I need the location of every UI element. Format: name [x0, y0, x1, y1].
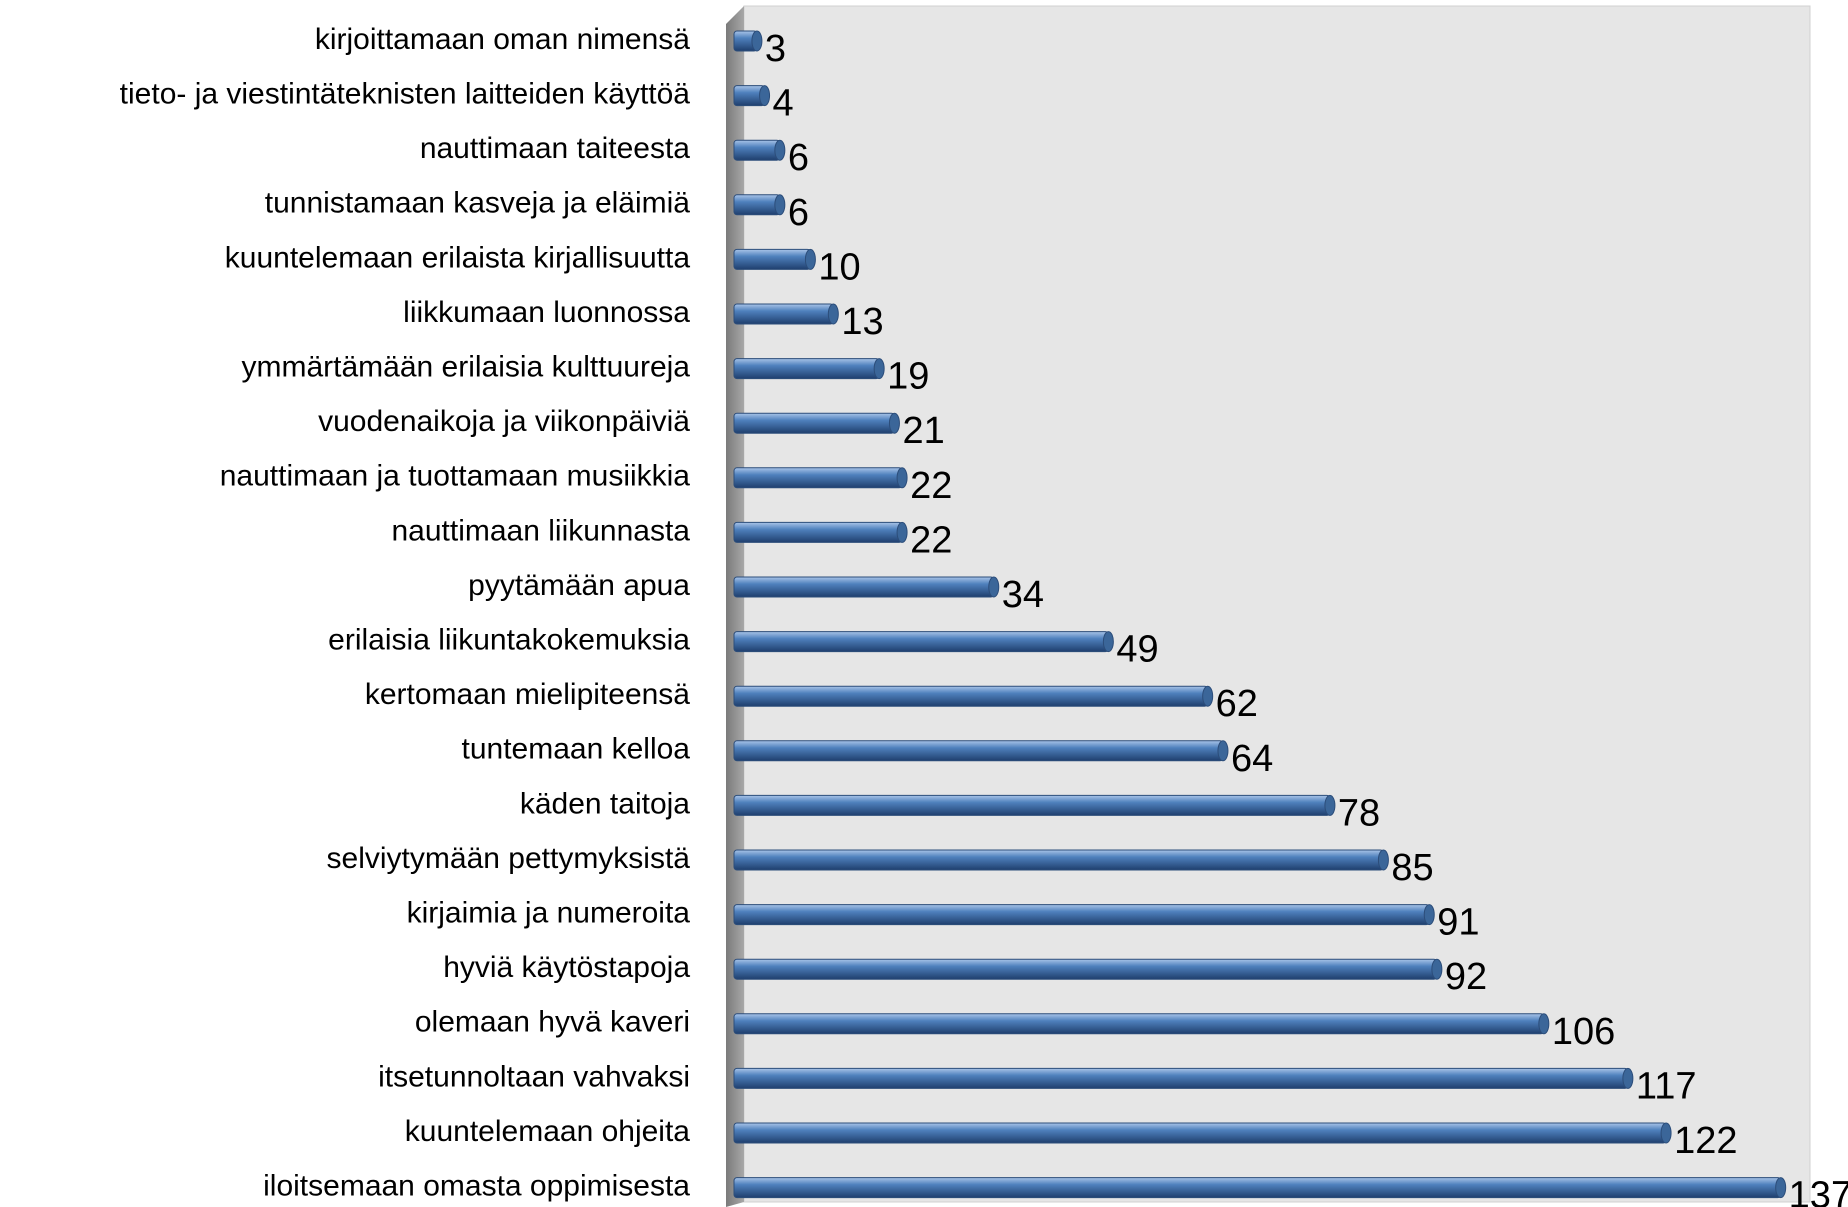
- category-label: hyviä käytöstapoja: [443, 951, 690, 984]
- bar-cap: [1324, 794, 1336, 816]
- category-label: kirjoittamaan oman nimensä: [315, 23, 690, 56]
- bar: [733, 576, 995, 598]
- bar: [733, 740, 1224, 762]
- value-label: 6: [788, 137, 809, 179]
- value-label: 85: [1391, 847, 1433, 889]
- value-label: 10: [818, 246, 860, 288]
- bar: [733, 139, 781, 161]
- category-label: nauttimaan taiteesta: [420, 132, 690, 165]
- bar: [733, 904, 1430, 926]
- bar: [733, 248, 811, 270]
- bar-cap: [873, 358, 885, 380]
- bar-cap: [774, 194, 786, 216]
- value-label: 6: [788, 192, 809, 234]
- bar: [733, 1122, 1667, 1144]
- category-label: tuntemaan kelloa: [462, 733, 691, 766]
- category-label: itsetunnoltaan vahvaksi: [378, 1060, 690, 1093]
- value-label: 21: [902, 410, 944, 452]
- bar: [733, 631, 1109, 653]
- bar-cap: [1202, 685, 1214, 707]
- bar-cap: [896, 521, 908, 543]
- category-label: tieto- ja viestintäteknisten laitteiden …: [120, 78, 691, 111]
- bar: [733, 521, 903, 543]
- bar: [733, 467, 903, 489]
- value-label: 62: [1216, 683, 1258, 725]
- category-label: liikkumaan luonnossa: [403, 296, 690, 329]
- value-label: 117: [1636, 1065, 1697, 1107]
- category-label: pyytämään apua: [468, 569, 690, 602]
- category-label: kertomaan mielipiteensä: [365, 678, 690, 711]
- category-label: ymmärtämään erilaisia kulttuureja: [241, 351, 690, 384]
- bar-cap: [1538, 1013, 1550, 1035]
- bar: [733, 685, 1209, 707]
- bar: [733, 958, 1438, 980]
- category-label: erilaisia liikuntakokemuksia: [328, 624, 690, 657]
- category-label: nauttimaan liikunnasta: [391, 514, 690, 547]
- bar: [733, 849, 1384, 871]
- bar-cap: [751, 30, 763, 52]
- bar-cap: [1423, 904, 1435, 926]
- bar-cap: [804, 248, 816, 270]
- value-label: 106: [1552, 1011, 1615, 1053]
- value-label: 22: [910, 465, 952, 507]
- plot-area: [743, 5, 1811, 1203]
- bar: [733, 194, 781, 216]
- bar-cap: [1102, 631, 1114, 653]
- category-label: kuuntelemaan erilaista kirjallisuutta: [225, 241, 691, 274]
- value-label: 64: [1231, 738, 1273, 780]
- category-label: selviytymään pettymyksistä: [327, 842, 691, 875]
- value-label: 13: [841, 301, 883, 343]
- value-label: 34: [1002, 574, 1044, 616]
- bar: [733, 794, 1331, 816]
- bar-cap: [1622, 1067, 1634, 1089]
- value-label: 22: [910, 519, 952, 561]
- bar-cap: [759, 85, 771, 107]
- bar-cap: [774, 139, 786, 161]
- bar: [733, 1013, 1545, 1035]
- bar: [733, 1067, 1629, 1089]
- bar-cap: [1217, 740, 1229, 762]
- bar: [733, 303, 834, 325]
- bar-cap: [1377, 849, 1389, 871]
- bar: [733, 358, 880, 380]
- bar: [733, 412, 895, 434]
- bar: [733, 1177, 1782, 1199]
- value-label: 3: [765, 28, 786, 70]
- category-label: käden taitoja: [520, 787, 690, 820]
- category-label: iloitsemaan omasta oppimisesta: [263, 1170, 690, 1203]
- value-label: 92: [1445, 956, 1487, 998]
- category-label: kirjaimia ja numeroita: [407, 897, 691, 930]
- category-label: nauttimaan ja tuottamaan musiikkia: [220, 460, 691, 493]
- value-label: 4: [773, 83, 794, 125]
- bar-cap: [1431, 958, 1443, 980]
- category-label: vuodenaikoja ja viikonpäiviä: [318, 405, 690, 438]
- bar-cap: [1660, 1122, 1672, 1144]
- bar-cap: [988, 576, 1000, 598]
- category-label: tunnistamaan kasveja ja eläimiä: [265, 187, 691, 220]
- value-label: 91: [1437, 902, 1479, 944]
- bar-cap: [896, 467, 908, 489]
- value-label: 137: [1789, 1175, 1848, 1207]
- category-label: olemaan hyvä kaveri: [415, 1006, 690, 1039]
- value-label: 122: [1674, 1120, 1737, 1162]
- bar-cap: [888, 412, 900, 434]
- value-label: 78: [1338, 792, 1380, 834]
- category-label: kuuntelemaan ohjeita: [405, 1115, 691, 1148]
- value-label: 19: [887, 356, 929, 398]
- value-label: 49: [1116, 629, 1158, 671]
- bar-cap: [1775, 1177, 1787, 1199]
- bar-cap: [827, 303, 839, 325]
